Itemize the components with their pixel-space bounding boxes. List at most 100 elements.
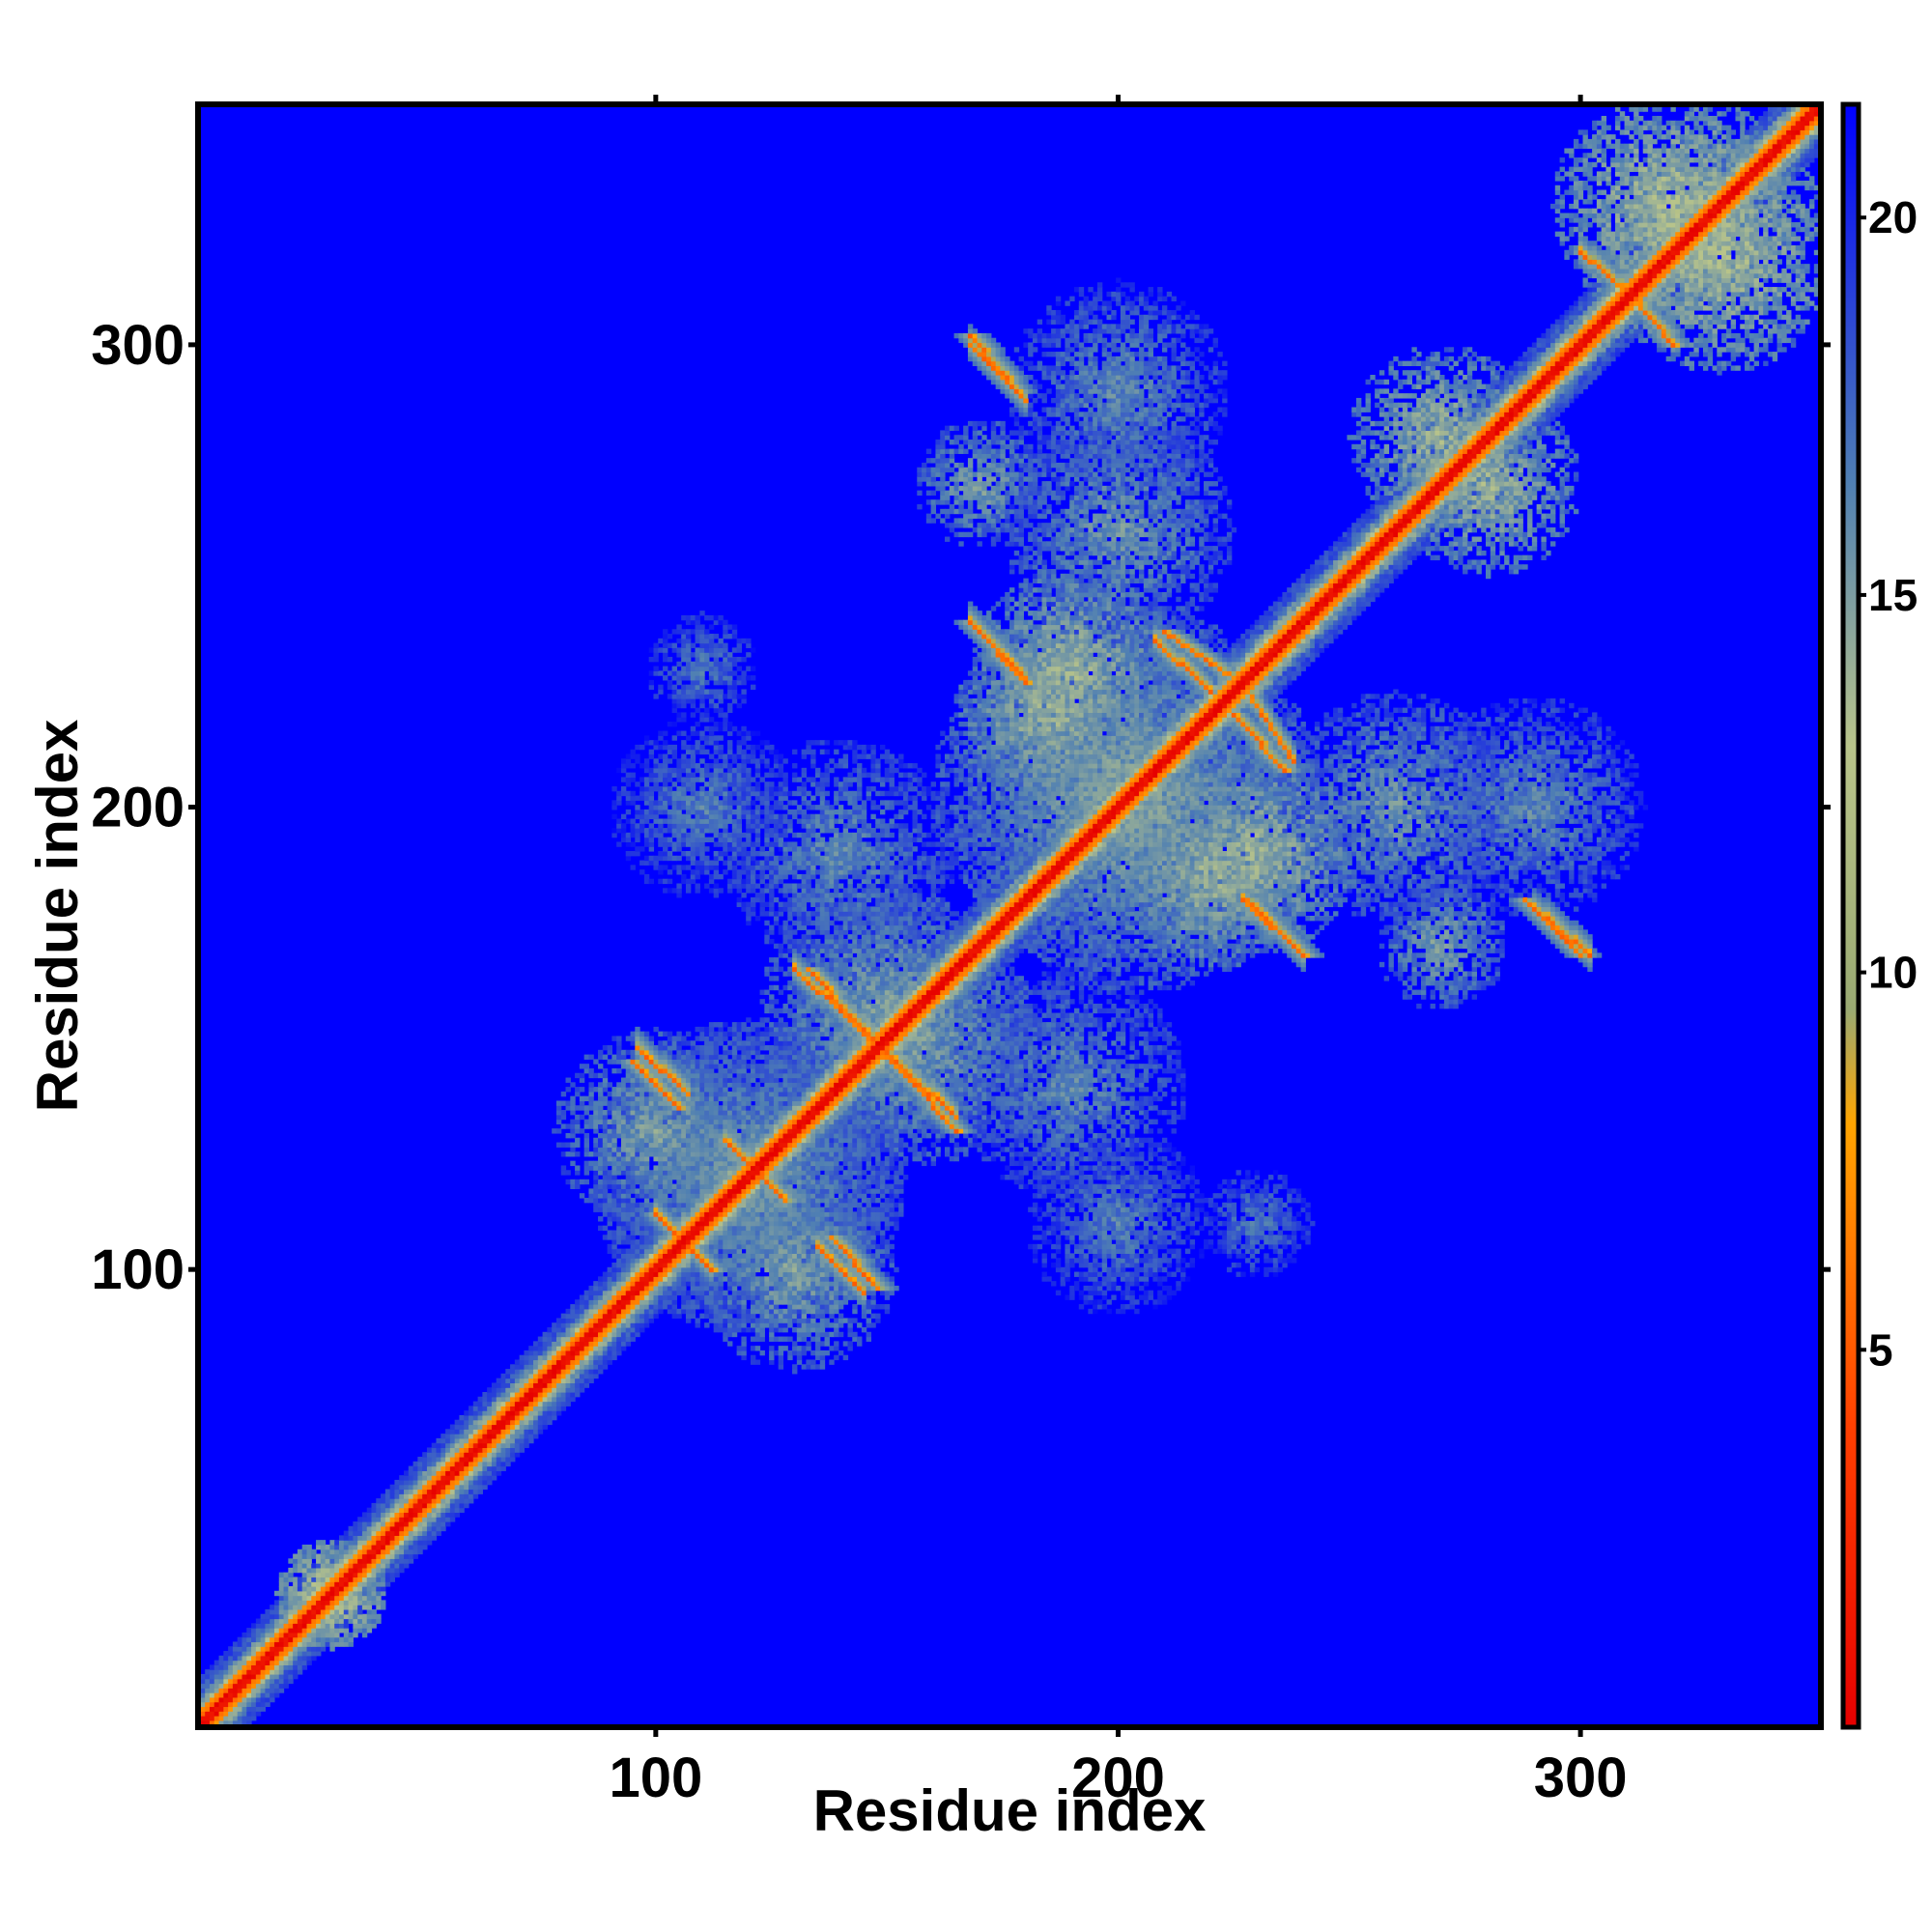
heatmap-cell — [338, 1613, 345, 1620]
heatmap-cell — [630, 1313, 636, 1319]
heatmap-cell — [653, 1285, 659, 1292]
heatmap-cell — [320, 1590, 327, 1597]
heatmap-cell — [487, 1457, 493, 1463]
heatmap-cell — [1116, 1225, 1122, 1232]
heatmap-cell — [861, 1294, 867, 1300]
heatmap-cell — [376, 1525, 382, 1532]
heatmap-cell — [671, 1220, 677, 1227]
heatmap-cell — [431, 1457, 438, 1463]
heatmap-cell — [376, 1512, 382, 1518]
heatmap-cell — [620, 1258, 627, 1264]
heatmap-cell — [824, 1299, 830, 1305]
heatmap-cell — [1088, 1285, 1094, 1292]
heatmap-cell — [1176, 1239, 1181, 1245]
heatmap-cell — [316, 1563, 322, 1569]
heatmap-cell — [278, 1688, 285, 1693]
heatmap-cell — [593, 1170, 599, 1176]
heatmap-cell — [806, 1304, 811, 1310]
heatmap-cell — [265, 1636, 270, 1643]
heatmap-cell — [555, 1322, 562, 1328]
heatmap-cell — [676, 1285, 682, 1292]
heatmap-cell — [570, 1304, 576, 1310]
heatmap-cell — [1083, 1253, 1089, 1259]
heatmap-cell — [583, 1304, 590, 1310]
heatmap-cell — [278, 1669, 285, 1675]
heatmap-cell — [894, 1179, 899, 1185]
heatmap-cell — [681, 1202, 687, 1208]
heatmap-cell — [422, 1461, 428, 1467]
heatmap-cell — [404, 1475, 410, 1481]
heatmap-cell — [1287, 1235, 1293, 1240]
heatmap-cell — [293, 1590, 298, 1597]
heatmap-cell — [727, 1285, 733, 1292]
heatmap-cell — [1074, 1225, 1080, 1232]
heatmap-cell — [857, 1211, 863, 1217]
heatmap-cell — [283, 1605, 289, 1610]
heatmap-cell — [412, 1517, 418, 1522]
heatmap-cell — [852, 1211, 858, 1217]
heatmap-cell — [814, 1350, 821, 1356]
heatmap-cell — [814, 1220, 821, 1227]
heatmap-cell — [514, 1434, 521, 1439]
heatmap-cell — [306, 1646, 312, 1652]
heatmap-cell — [759, 1216, 765, 1222]
heatmap-cell — [648, 1248, 655, 1254]
heatmap-cell — [288, 1623, 294, 1629]
heatmap-cell — [824, 1308, 830, 1315]
heatmap-cell — [348, 1525, 354, 1532]
heatmap-cell — [750, 1308, 756, 1315]
heatmap-cell — [602, 1313, 609, 1319]
heatmap-cell — [1078, 1202, 1085, 1208]
heatmap-cell — [519, 1396, 526, 1403]
heatmap-cell — [1199, 1197, 1205, 1204]
heatmap-cell — [357, 1628, 363, 1634]
heatmap-cell — [746, 1225, 752, 1232]
heatmap-cell — [718, 1183, 724, 1189]
heatmap-cell — [404, 1512, 410, 1518]
heatmap-cell — [565, 1401, 571, 1406]
heatmap-cell — [866, 1197, 871, 1204]
heatmap-cell — [1272, 1188, 1279, 1194]
heatmap-cell — [477, 1437, 483, 1444]
heatmap-cell — [384, 1530, 391, 1536]
heatmap-cell — [879, 1183, 886, 1189]
heatmap-cell — [288, 1651, 294, 1657]
heatmap-cell — [528, 1373, 534, 1379]
heatmap-cell — [205, 1678, 211, 1685]
heatmap-cell — [366, 1535, 373, 1541]
heatmap-cell — [834, 1276, 839, 1282]
heatmap-cell — [746, 1197, 752, 1204]
heatmap-cell — [270, 1636, 275, 1643]
heatmap-cell — [695, 1248, 700, 1254]
heatmap-cell — [667, 1248, 673, 1254]
heatmap-cell — [1166, 1258, 1173, 1264]
heatmap-cell — [1249, 1239, 1256, 1245]
heatmap-cell — [778, 1202, 784, 1208]
heatmap-cell — [635, 1281, 640, 1287]
heatmap-cell — [1037, 1179, 1043, 1185]
heatmap-cell — [663, 1248, 668, 1254]
heatmap-cell — [889, 1183, 895, 1189]
heatmap-cell — [778, 1188, 784, 1194]
heatmap-cell — [348, 1535, 354, 1541]
heatmap-cell — [741, 1350, 747, 1356]
heatmap-cell — [1069, 1188, 1075, 1194]
heatmap-cell — [1129, 1299, 1135, 1305]
heatmap-cell — [690, 1197, 696, 1204]
heatmap-cell — [806, 1230, 811, 1236]
heatmap-cell — [579, 1299, 585, 1305]
heatmap-cell — [764, 1299, 770, 1305]
heatmap-cell — [741, 1193, 747, 1199]
heatmap-cell — [311, 1605, 317, 1610]
heatmap-cell — [819, 1285, 826, 1292]
heatmap-cell — [861, 1308, 867, 1315]
heatmap-cell — [316, 1567, 322, 1574]
heatmap-cell — [658, 1290, 664, 1296]
heatmap-cell — [806, 1322, 811, 1328]
heatmap-cell — [1078, 1248, 1085, 1254]
heatmap-cell — [1148, 1230, 1153, 1236]
heatmap-cell — [459, 1484, 465, 1491]
heatmap-cell — [806, 1183, 811, 1189]
heatmap-cell — [847, 1179, 853, 1185]
heatmap-cell — [1083, 1183, 1089, 1189]
